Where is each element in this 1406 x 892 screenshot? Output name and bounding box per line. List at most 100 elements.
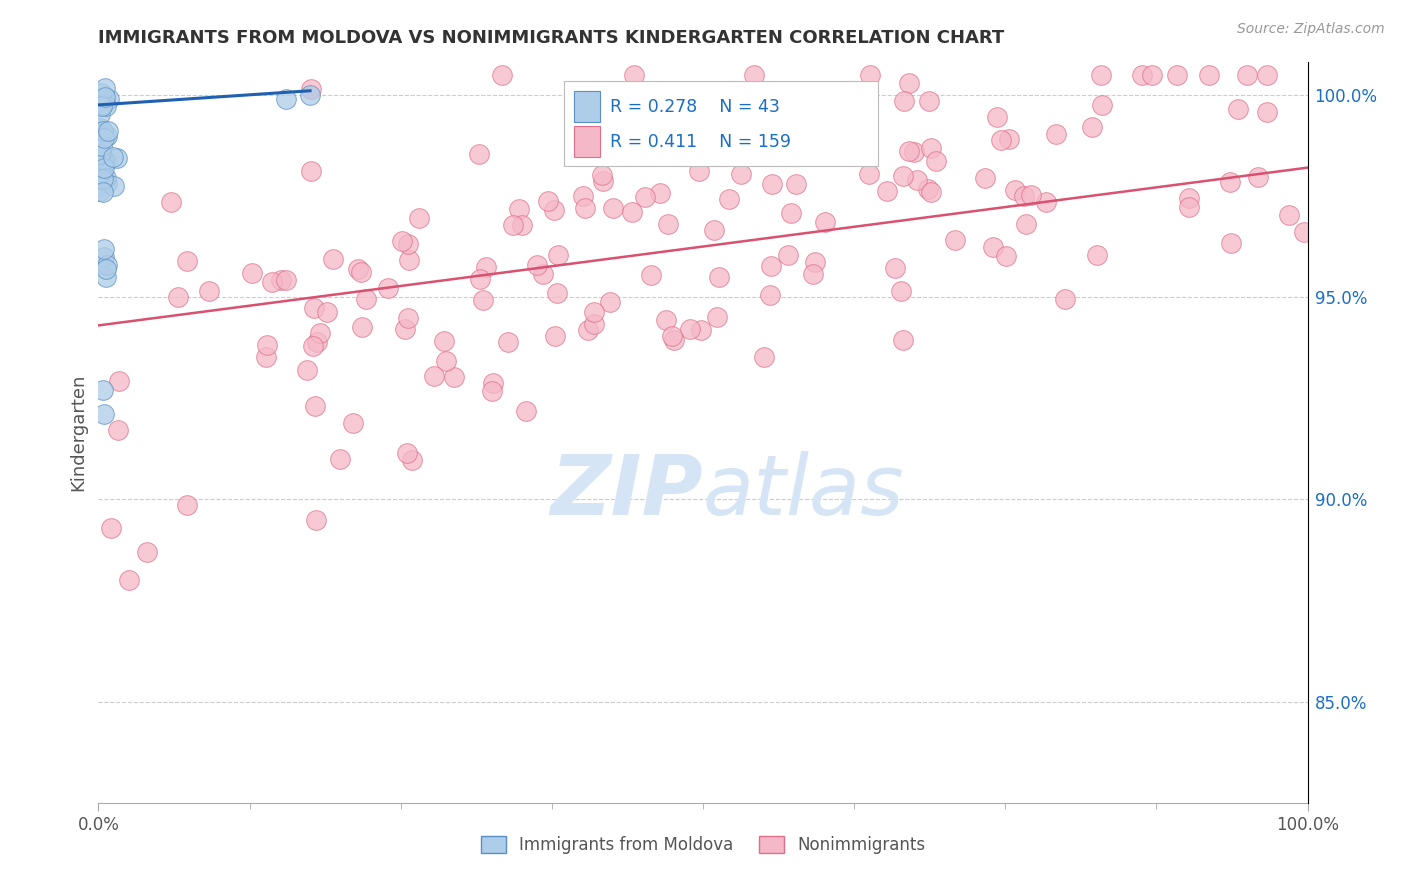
Point (543, 202, 565, 217)
Point (655, 312, 678, 326)
Point (1004, 183, 1026, 197)
Point (467, 147, 489, 161)
Point (1292, 226, 1315, 240)
Point (690, 323, 713, 337)
Point (640, 268, 662, 282)
Point (510, 218, 533, 232)
Point (974, 170, 997, 185)
Point (299, 82, 322, 96)
Point (905, 173, 928, 187)
Point (260, 276, 283, 290)
Point (803, 268, 825, 282)
Point (599, 294, 621, 309)
Point (100, 521, 122, 535)
Point (96, 177, 118, 191)
Point (107, 423, 129, 437)
Point (270, 273, 292, 287)
Point (475, 260, 498, 274)
Point (623, 68, 645, 82)
Point (876, 184, 898, 198)
Point (943, 233, 966, 247)
Point (93, 250, 115, 264)
Point (274, 273, 297, 287)
Point (1178, 191, 1201, 205)
Point (990, 133, 1012, 147)
Point (648, 186, 671, 201)
Y-axis label: Kindergarten: Kindergarten (69, 374, 87, 491)
Point (90, 86, 112, 100)
Point (1227, 102, 1250, 116)
Point (537, 194, 560, 208)
Point (858, 167, 880, 181)
Point (582, 317, 605, 331)
Point (274, 92, 297, 106)
Point (481, 376, 503, 390)
Point (1045, 127, 1067, 141)
Point (94, 261, 117, 276)
Point (356, 292, 378, 306)
Point (167, 290, 190, 304)
Point (572, 189, 595, 203)
Point (804, 255, 827, 269)
Point (91, 98, 114, 112)
Point (377, 281, 399, 295)
Point (481, 384, 503, 398)
Point (1256, 68, 1278, 82)
Point (89, 146, 111, 161)
Point (105, 151, 128, 165)
Point (754, 93, 776, 107)
Point (574, 202, 596, 216)
Point (443, 370, 465, 384)
Point (91, 124, 114, 138)
Point (301, 339, 323, 353)
Point (91, 156, 114, 170)
Point (299, 164, 322, 178)
Point (1198, 68, 1220, 82)
Point (891, 169, 914, 183)
Point (995, 249, 1018, 263)
Point (93, 408, 115, 422)
Point (508, 202, 530, 217)
Text: Source: ZipAtlas.com: Source: ZipAtlas.com (1237, 22, 1385, 37)
Point (688, 163, 710, 178)
Point (986, 110, 1008, 124)
Point (679, 322, 702, 336)
Point (91, 139, 114, 153)
Point (295, 363, 318, 377)
Point (703, 223, 725, 237)
Point (394, 322, 416, 336)
Point (96, 154, 118, 169)
Point (1014, 189, 1036, 203)
Text: R = 0.411    N = 159: R = 0.411 N = 159 (610, 133, 792, 151)
Point (96, 258, 118, 272)
Point (526, 258, 548, 272)
Point (1091, 97, 1114, 112)
Point (350, 319, 373, 334)
Point (93, 156, 115, 170)
Point (837, 139, 859, 153)
Point (89, 120, 111, 135)
Point (576, 323, 599, 337)
Point (91, 185, 114, 199)
Point (742, 68, 765, 82)
Point (572, 126, 595, 140)
Point (898, 145, 921, 159)
Point (89, 147, 111, 161)
Point (1278, 208, 1301, 222)
Point (256, 338, 278, 352)
Point (1019, 187, 1042, 202)
Point (96, 170, 118, 185)
FancyBboxPatch shape (564, 81, 879, 166)
Point (395, 446, 418, 460)
Point (1177, 200, 1199, 214)
Point (433, 334, 456, 348)
Point (434, 354, 457, 368)
Point (240, 266, 263, 280)
Point (94, 95, 117, 110)
Point (135, 545, 157, 559)
Point (91, 383, 114, 397)
Point (1256, 105, 1278, 120)
Point (544, 328, 567, 343)
Point (502, 218, 524, 232)
Point (329, 451, 352, 466)
